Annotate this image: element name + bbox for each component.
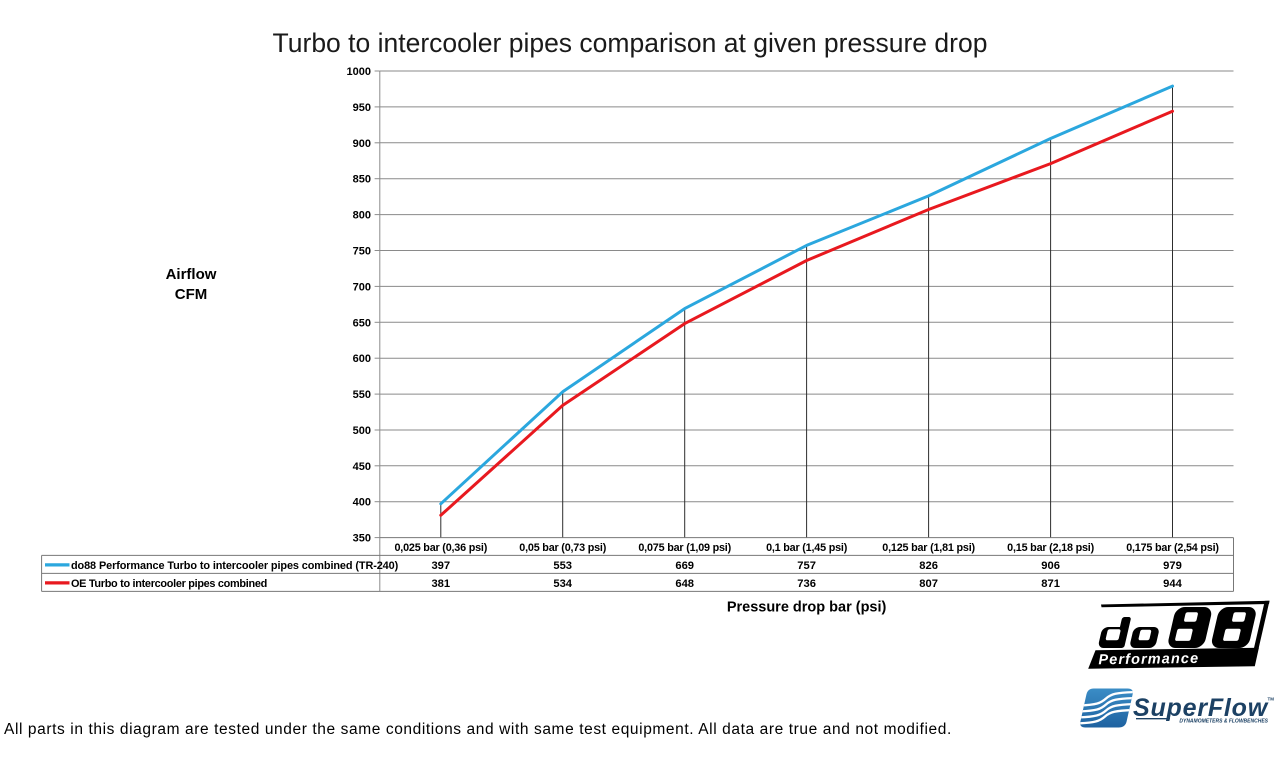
svg-text:700: 700 <box>353 281 371 293</box>
svg-text:Performance: Performance <box>1098 651 1199 668</box>
svg-text:500: 500 <box>353 425 371 437</box>
svg-text:do88 Performance Turbo to inte: do88 Performance Turbo to intercooler pi… <box>71 560 399 572</box>
svg-text:0,175 bar (2,54 psi): 0,175 bar (2,54 psi) <box>1126 542 1219 554</box>
svg-text:0,025 bar (0,36 psi): 0,025 bar (0,36 psi) <box>394 542 487 554</box>
svg-text:Turbo to intercooler pipes com: Turbo to intercooler pipes comparison at… <box>273 28 988 58</box>
svg-text:850: 850 <box>353 174 371 186</box>
svg-text:0,15 bar (2,18 psi): 0,15 bar (2,18 psi) <box>1007 542 1094 554</box>
svg-text:Pressure drop bar (psi): Pressure drop bar (psi) <box>727 600 887 616</box>
svg-text:807: 807 <box>919 578 938 590</box>
svg-text:SuperFlow: SuperFlow <box>1133 694 1269 722</box>
svg-text:0,125 bar (1,81 psi): 0,125 bar (1,81 psi) <box>882 542 975 554</box>
svg-text:750: 750 <box>353 246 371 258</box>
svg-text:950: 950 <box>353 102 371 114</box>
svg-text:800: 800 <box>353 210 371 222</box>
svg-text:450: 450 <box>353 461 371 473</box>
svg-text:648: 648 <box>675 578 694 590</box>
svg-text:553: 553 <box>553 560 572 572</box>
svg-text:0,05 bar (0,73 psi): 0,05 bar (0,73 psi) <box>519 542 606 554</box>
svg-text:OE Turbo to intercooler pipes: OE Turbo to intercooler pipes combined <box>71 578 267 590</box>
svg-text:1000: 1000 <box>347 66 371 78</box>
svg-text:906: 906 <box>1041 560 1060 572</box>
svg-text:400: 400 <box>353 497 371 509</box>
svg-text:0,075 bar (1,09 psi): 0,075 bar (1,09 psi) <box>638 542 731 554</box>
svg-text:979: 979 <box>1163 560 1182 572</box>
svg-text:397: 397 <box>431 560 450 572</box>
svg-text:757: 757 <box>797 560 816 572</box>
svg-text:534: 534 <box>553 578 572 590</box>
svg-text:550: 550 <box>353 389 371 401</box>
svg-text:871: 871 <box>1041 578 1060 590</box>
svg-text:DYNAMOMETERS & FLOWBENCHES: DYNAMOMETERS & FLOWBENCHES <box>1179 718 1268 724</box>
svg-text:736: 736 <box>797 578 816 590</box>
svg-text:944: 944 <box>1163 578 1182 590</box>
svg-text:TM: TM <box>1268 697 1275 702</box>
svg-text:669: 669 <box>675 560 694 572</box>
svg-text:350: 350 <box>353 533 371 545</box>
svg-text:Airflow: Airflow <box>166 266 217 283</box>
svg-text:650: 650 <box>353 317 371 329</box>
svg-text:600: 600 <box>353 353 371 365</box>
svg-text:381: 381 <box>431 578 450 590</box>
svg-text:900: 900 <box>353 138 371 150</box>
svg-text:826: 826 <box>919 560 938 572</box>
svg-text:0,1 bar (1,45 psi): 0,1 bar (1,45 psi) <box>766 542 848 554</box>
svg-text:CFM: CFM <box>175 286 208 303</box>
svg-text:All parts in this diagram are: All parts in this diagram are tested und… <box>4 721 952 738</box>
